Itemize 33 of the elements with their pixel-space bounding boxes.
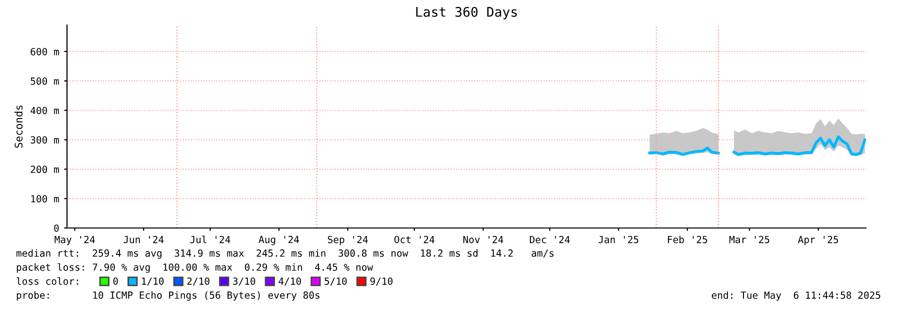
text: probe: 10 ICMP Echo Pings (56 Bytes) every 80s bbox=[16, 291, 320, 301]
legend-label: 9/10 bbox=[370, 277, 393, 286]
y-axis-title: Seconds bbox=[14, 106, 23, 148]
legend-label: 0 bbox=[113, 277, 118, 285]
x-tick-label: Jul '24 bbox=[190, 236, 230, 244]
legend-label: 4/10 bbox=[278, 277, 301, 286]
x-tick-label: Jan '25 bbox=[598, 236, 638, 244]
text: end: Tue May 6 11:44:58 2025 bbox=[712, 291, 880, 301]
x-tick-label: Jun '24 bbox=[124, 236, 164, 244]
y-tick-label: 0 bbox=[54, 224, 59, 232]
text: median rtt: 259.4 ms avg 314.9 ms max 245.2 ms min 300.8 ms now 18.2 ms sd 14.2 am/s bbox=[16, 249, 554, 259]
x-tick-label: Aug '24 bbox=[258, 236, 300, 246]
x-tick-label: Oct '24 bbox=[394, 236, 434, 244]
x-tick-label: Nov '24 bbox=[463, 236, 504, 244]
y-tick-label: 300 m bbox=[30, 136, 59, 144]
y-tick-label: 100 m bbox=[31, 195, 59, 202]
y-tick-label: 500 m bbox=[30, 77, 59, 85]
x-tick-label: Sep '24 bbox=[328, 236, 368, 246]
legend-label: 3/10 bbox=[233, 277, 256, 286]
y-tick-label: 600 m bbox=[30, 48, 59, 56]
x-tick-label: May '24 bbox=[54, 236, 95, 246]
legend-label: 2/10 bbox=[187, 277, 210, 286]
x-tick-label: Dec '24 bbox=[530, 236, 570, 244]
text: packet loss: 7.90 % avg 100.00 % max 0.29 % min 4.45 % now bbox=[16, 263, 374, 273]
y-tick-label: 200 m bbox=[30, 166, 59, 174]
x-tick-label: Apr '25 bbox=[798, 236, 838, 246]
legend-label: 1/10 bbox=[142, 277, 164, 286]
x-tick-label: Mar '25 bbox=[729, 236, 770, 244]
x-tick-label: Feb '25 bbox=[668, 236, 708, 244]
chart-title: Last 360 Days bbox=[416, 6, 517, 20]
text: loss color: bbox=[16, 277, 78, 285]
y-tick-label: 400 m bbox=[30, 106, 59, 114]
legend-label: 5/10 bbox=[324, 277, 347, 286]
